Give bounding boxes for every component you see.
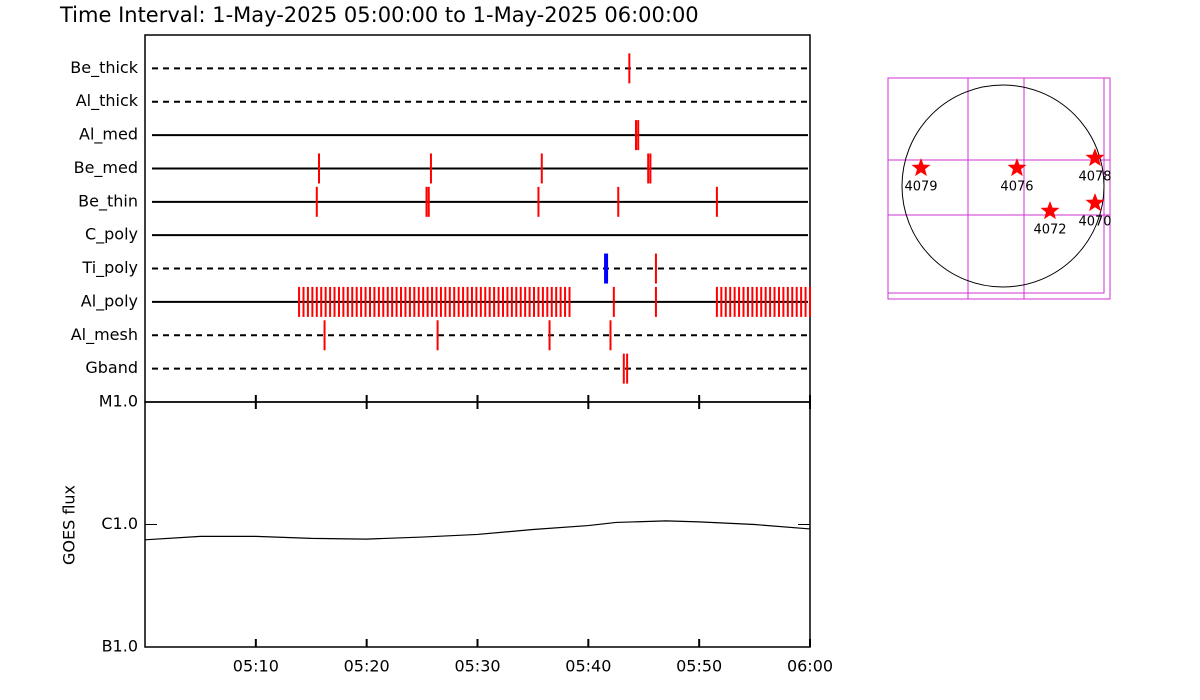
row-label: Al_poly [81,291,138,311]
solar-limb [901,84,1105,288]
row-label: Al_thick [76,91,139,111]
row-label: Gband [85,358,138,377]
row-label: Be_thick [70,58,138,78]
region-star [1085,193,1105,212]
x-tick-label: 05:50 [676,657,722,676]
region-star [1085,148,1105,167]
region-label: 4079 [904,179,937,194]
row-label: Al_med [79,125,138,145]
x-tick-label: 05:10 [233,657,279,676]
region-star [1007,158,1027,177]
x-tick-label: 05:30 [454,657,500,676]
row-label: C_poly [85,225,138,245]
region-label: 4076 [1000,179,1033,194]
y-tick-label: B1.0 [102,637,138,656]
timeline-frame [144,34,811,403]
chart-title: Time Interval: 1-May-2025 05:00:00 to 1-… [59,3,699,27]
y-tick-label: C1.0 [101,514,138,533]
region-label: 4078 [1078,169,1111,184]
row-label: Be_med [74,158,138,178]
row-label: Ti_poly [81,258,138,278]
goes-frame [144,401,811,648]
goes-curve [144,520,811,541]
region-star [1040,201,1060,220]
x-tick-label: 05:40 [565,657,611,676]
region-label: 4072 [1033,222,1066,237]
y-axis-title: GOES flux [60,485,79,565]
y-tick-label: M1.0 [99,392,138,411]
x-tick-label: 05:20 [344,657,390,676]
row-label: Al_mesh [71,325,138,345]
x-tick-label: 06:00 [787,657,833,676]
region-star [911,158,931,177]
region-label: 4070 [1078,214,1111,229]
sun-map [887,77,1111,300]
row-label: Be_thin [78,191,138,211]
